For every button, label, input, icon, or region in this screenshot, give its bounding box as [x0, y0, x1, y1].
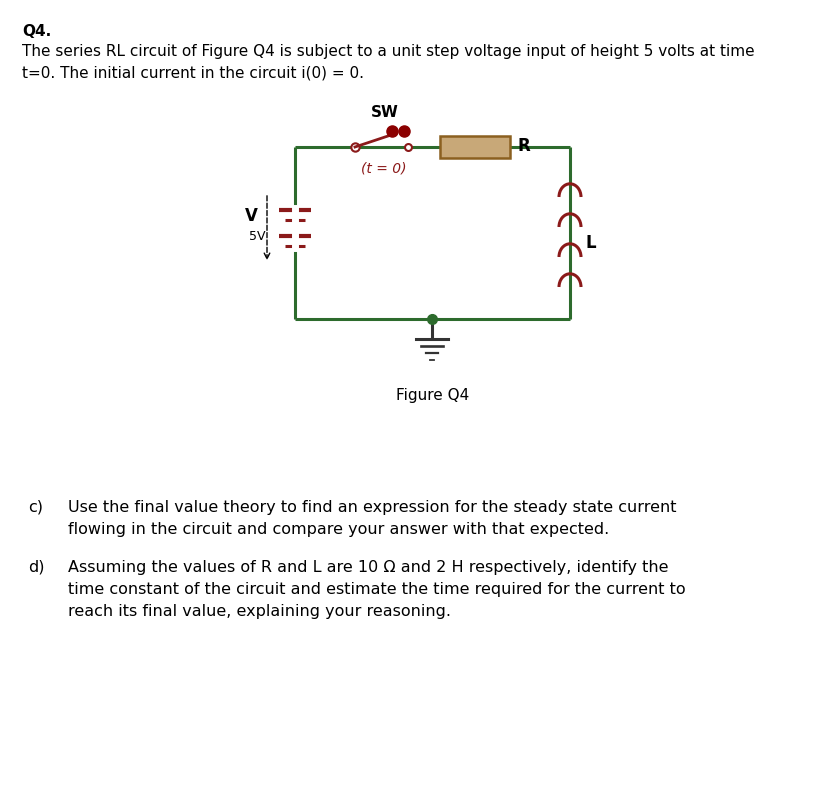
Text: t=0. The initial current in the circuit i(0) = 0.: t=0. The initial current in the circuit …: [22, 66, 364, 81]
Text: R: R: [518, 137, 530, 155]
Text: c): c): [28, 500, 43, 514]
Text: The series RL circuit of Figure Q4 is subject to a unit step voltage input of he: The series RL circuit of Figure Q4 is su…: [22, 44, 753, 59]
Text: (t = 0): (t = 0): [361, 162, 406, 176]
Text: Assuming the values of R and L are 10 Ω and 2 H respectively, identify the: Assuming the values of R and L are 10 Ω …: [68, 560, 667, 574]
Text: flowing in the circuit and compare your answer with that expected.: flowing in the circuit and compare your …: [68, 521, 609, 536]
Text: Use the final value theory to find an expression for the steady state current: Use the final value theory to find an ex…: [68, 500, 676, 514]
Text: d): d): [28, 560, 45, 574]
Text: Q4.: Q4.: [22, 24, 51, 39]
Text: L: L: [586, 234, 596, 251]
Text: reach its final value, explaining your reasoning.: reach its final value, explaining your r…: [68, 603, 451, 618]
Text: Figure Q4: Figure Q4: [395, 388, 469, 402]
Text: time constant of the circuit and estimate the time required for the current to: time constant of the circuit and estimat…: [68, 581, 685, 596]
Text: V: V: [245, 207, 257, 225]
Text: 5V: 5V: [249, 230, 265, 242]
Bar: [439, 137, 509, 159]
Text: SW: SW: [370, 105, 399, 120]
